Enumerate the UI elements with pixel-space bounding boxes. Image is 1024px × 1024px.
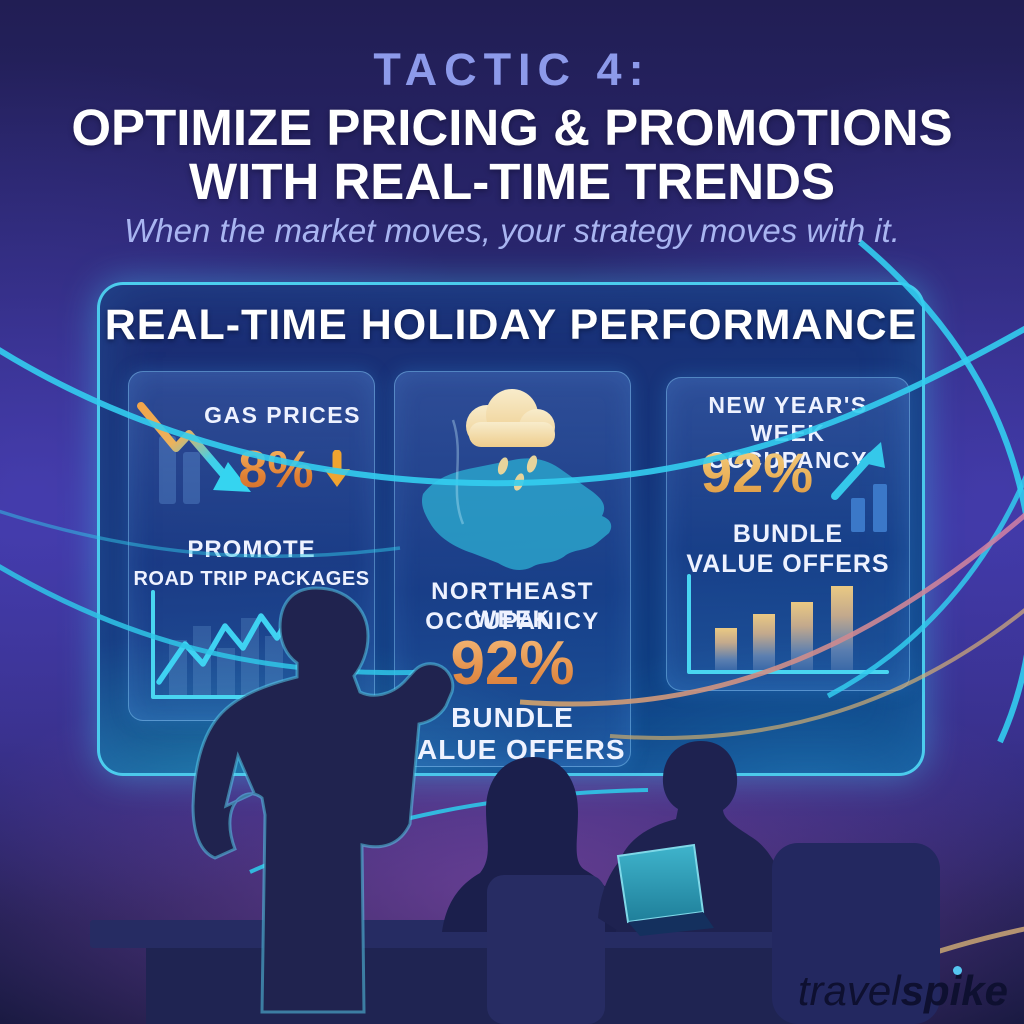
new-year-action-line1: BUNDLE (732, 520, 844, 548)
seated-woman-silhouette (442, 757, 624, 932)
travelspike-logo: travelspike (797, 966, 1008, 1014)
desk-surface (90, 920, 912, 948)
logo-i-dot (953, 966, 962, 975)
new-year-label-line1: NEW YEAR'S (708, 392, 868, 418)
card-northeast-occupancy: NORTHEAST WEEK OCCUPANICY 92% BUNDLE VAL… (394, 371, 631, 767)
page-title-line1: OPTIMIZE PRICING & PROMOTIONS (71, 99, 953, 156)
down-arrow-icon (323, 450, 350, 487)
line-chart-icon (151, 590, 342, 699)
gas-value: 8% (238, 441, 314, 499)
bar-chart-icon (687, 574, 889, 674)
card-gas-prices: GAS PRICES 8% PROMOTE ROAD TRIP PACKAGES (128, 371, 375, 721)
usa-map-weather-icon (421, 389, 612, 570)
northeast-occupancy-value: 92% (395, 628, 630, 699)
gas-value-row: 8% (215, 440, 375, 500)
laptop-screen (616, 843, 705, 924)
card-new-year-occupancy: NEW YEAR'S WEEK OCCUPANCY 92% BUNDLE VAL… (666, 377, 910, 691)
page-title-line2: WITH REAL-TIME TRENDS (189, 153, 835, 210)
seated-man-arm (598, 856, 648, 932)
usa-map-shape (421, 458, 612, 570)
dashboard-panel: REAL-TIME HOLIDAY PERFORMANCE GAS PRICES… (97, 282, 925, 776)
new-year-occupancy-value: 92% (687, 440, 827, 505)
office-chair (487, 875, 605, 1024)
gas-action-line1: PROMOTE (187, 536, 316, 563)
northeast-action-line1: BUNDLE (451, 702, 574, 733)
northeast-action-line2: VALUE OFFERS (399, 734, 626, 765)
laptop-base (628, 912, 714, 936)
logo-spike: spike (900, 967, 1008, 1014)
dashboard-title: REAL-TIME HOLIDAY PERFORMANCE (104, 301, 918, 349)
page-subtitle: When the market moves, your strategy mov… (124, 212, 900, 249)
logo-travel: travel (797, 967, 901, 1014)
tactic-label: TACTIC 4: (373, 44, 651, 95)
gas-card-label: GAS PRICES (204, 402, 361, 428)
mini-bar (183, 452, 200, 504)
background-curve (249, 788, 649, 874)
